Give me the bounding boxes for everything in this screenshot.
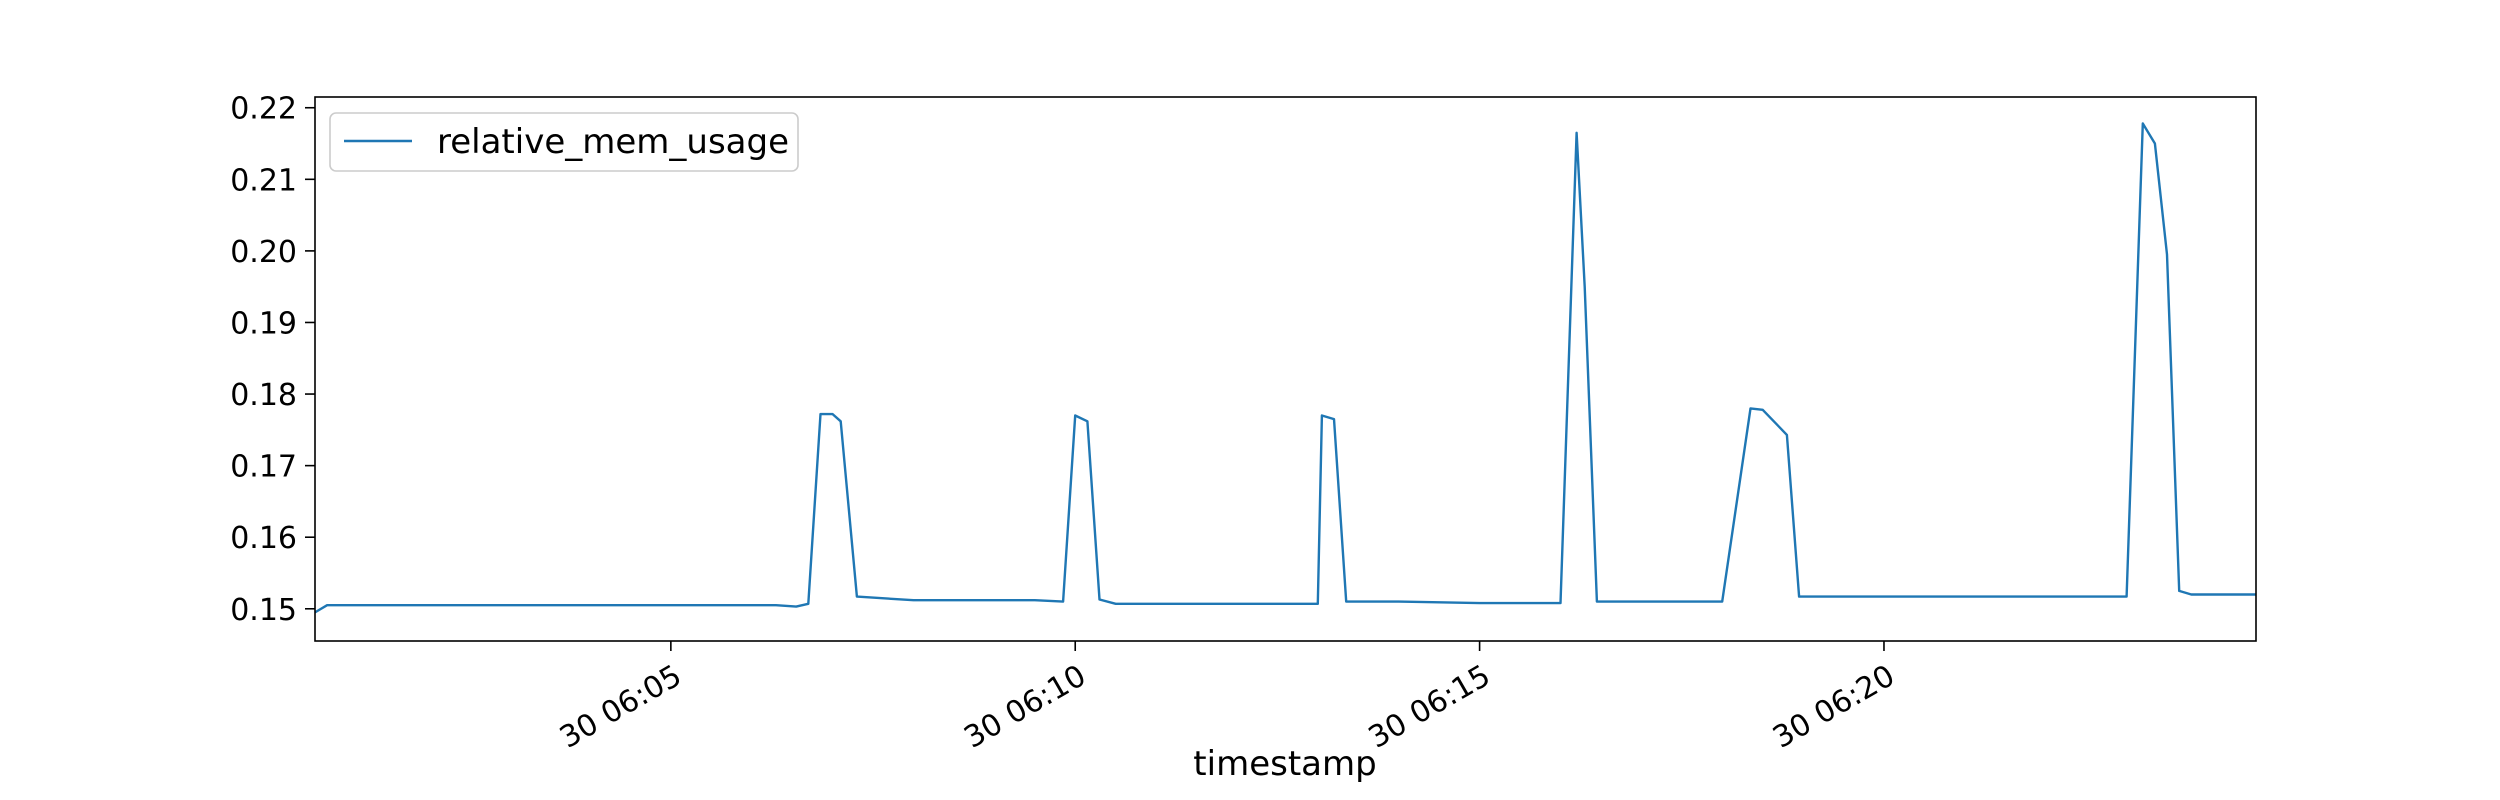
x-tick-label: 30 06:10 bbox=[958, 658, 1092, 755]
y-tick-label: 0.20 bbox=[230, 235, 297, 270]
x-axis-title: timestamp bbox=[1193, 744, 1376, 784]
y-tick-label: 0.19 bbox=[230, 306, 297, 341]
y-axis: 0.15 0.16 0.17 0.18 0.19 0.20 0.21 0.22 bbox=[230, 92, 315, 628]
legend-box bbox=[329, 112, 799, 172]
x-tick-label: 30 06:05 bbox=[554, 658, 688, 755]
legend: relative_mem_usage bbox=[329, 112, 799, 172]
y-tick-label: 0.17 bbox=[230, 450, 297, 485]
y-tick-label: 0.22 bbox=[230, 92, 297, 127]
plot-area bbox=[314, 122, 2256, 614]
legend-label-relative-mem-usage: relative_mem_usage bbox=[437, 122, 789, 162]
x-axis: 30 06:05 30 06:10 30 06:15 30 06:20 bbox=[554, 641, 1901, 756]
x-tick-label: 30 06:20 bbox=[1767, 658, 1901, 755]
y-tick-label: 0.18 bbox=[230, 378, 297, 413]
plot-frame bbox=[314, 96, 2257, 642]
x-tick-label: 30 06:15 bbox=[1363, 658, 1497, 755]
series-line-relative-mem-usage bbox=[314, 122, 2256, 614]
y-tick-label: 0.16 bbox=[230, 521, 297, 556]
y-tick-label: 0.21 bbox=[230, 163, 297, 198]
y-tick-label: 0.15 bbox=[230, 593, 297, 628]
